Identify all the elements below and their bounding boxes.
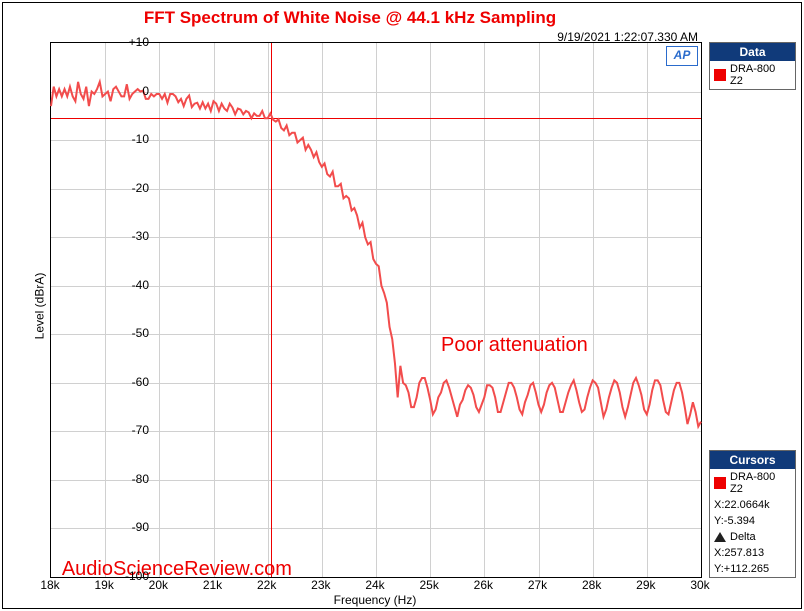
trace-svg: [51, 43, 701, 577]
y-tick-label: 0: [109, 84, 149, 98]
x-tick-label: 18k: [30, 578, 70, 592]
x-tick-label: 30k: [680, 578, 720, 592]
x-tick-label: 26k: [463, 578, 503, 592]
cursor-swatch: [714, 477, 726, 489]
cursor-series-label: DRA-800 Z2: [730, 471, 791, 495]
cursors-panel: Cursors DRA-800 Z2 X:22.0664k Y:-5.394 D…: [709, 450, 796, 578]
x-tick-label: 27k: [518, 578, 558, 592]
y-tick-label: -60: [109, 375, 149, 389]
legend-label: DRA-800 Z2: [730, 63, 791, 87]
y-tick-label: -100: [109, 569, 149, 583]
y-tick-label: -80: [109, 472, 149, 486]
delta-label: Delta: [730, 531, 756, 543]
y-tick-label: -20: [109, 181, 149, 195]
y-tick-label: -70: [109, 423, 149, 437]
delta-x: X:257.813: [710, 545, 795, 561]
x-tick-label: 22k: [247, 578, 287, 592]
y-axis-label: Level (dBrA): [32, 272, 46, 339]
x-tick-label: 21k: [193, 578, 233, 592]
cursor-series: DRA-800 Z2: [710, 469, 795, 497]
y-tick-label: +10: [109, 35, 149, 49]
y-tick-label: -90: [109, 520, 149, 534]
chart-title: FFT Spectrum of White Noise @ 44.1 kHz S…: [0, 8, 700, 28]
annotation-text: Poor attenuation: [441, 334, 588, 357]
x-tick-label: 28k: [572, 578, 612, 592]
x-tick-label: 24k: [355, 578, 395, 592]
cursor-delta: Delta: [710, 529, 795, 545]
legend-swatch: [714, 69, 726, 81]
x-tick-label: 23k: [301, 578, 341, 592]
cursor-x: X:22.0664k: [710, 497, 795, 513]
x-tick-label: 25k: [409, 578, 449, 592]
plot-area: AP Poor attenuationAudioScienceReview.co…: [50, 42, 702, 578]
y-tick-label: -30: [109, 229, 149, 243]
x-tick-label: 29k: [626, 578, 666, 592]
y-tick-label: -40: [109, 278, 149, 292]
delta-icon: [714, 532, 726, 542]
y-tick-label: -10: [109, 132, 149, 146]
data-panel: Data DRA-800 Z2: [709, 42, 796, 90]
data-panel-header: Data: [710, 43, 795, 61]
cursors-panel-header: Cursors: [710, 451, 795, 469]
cursor-y: Y:-5.394: [710, 513, 795, 529]
delta-y: Y:+112.265: [710, 561, 795, 577]
y-tick-label: -50: [109, 326, 149, 340]
legend-item[interactable]: DRA-800 Z2: [710, 61, 795, 89]
x-axis-label: Frequency (Hz): [50, 593, 700, 607]
